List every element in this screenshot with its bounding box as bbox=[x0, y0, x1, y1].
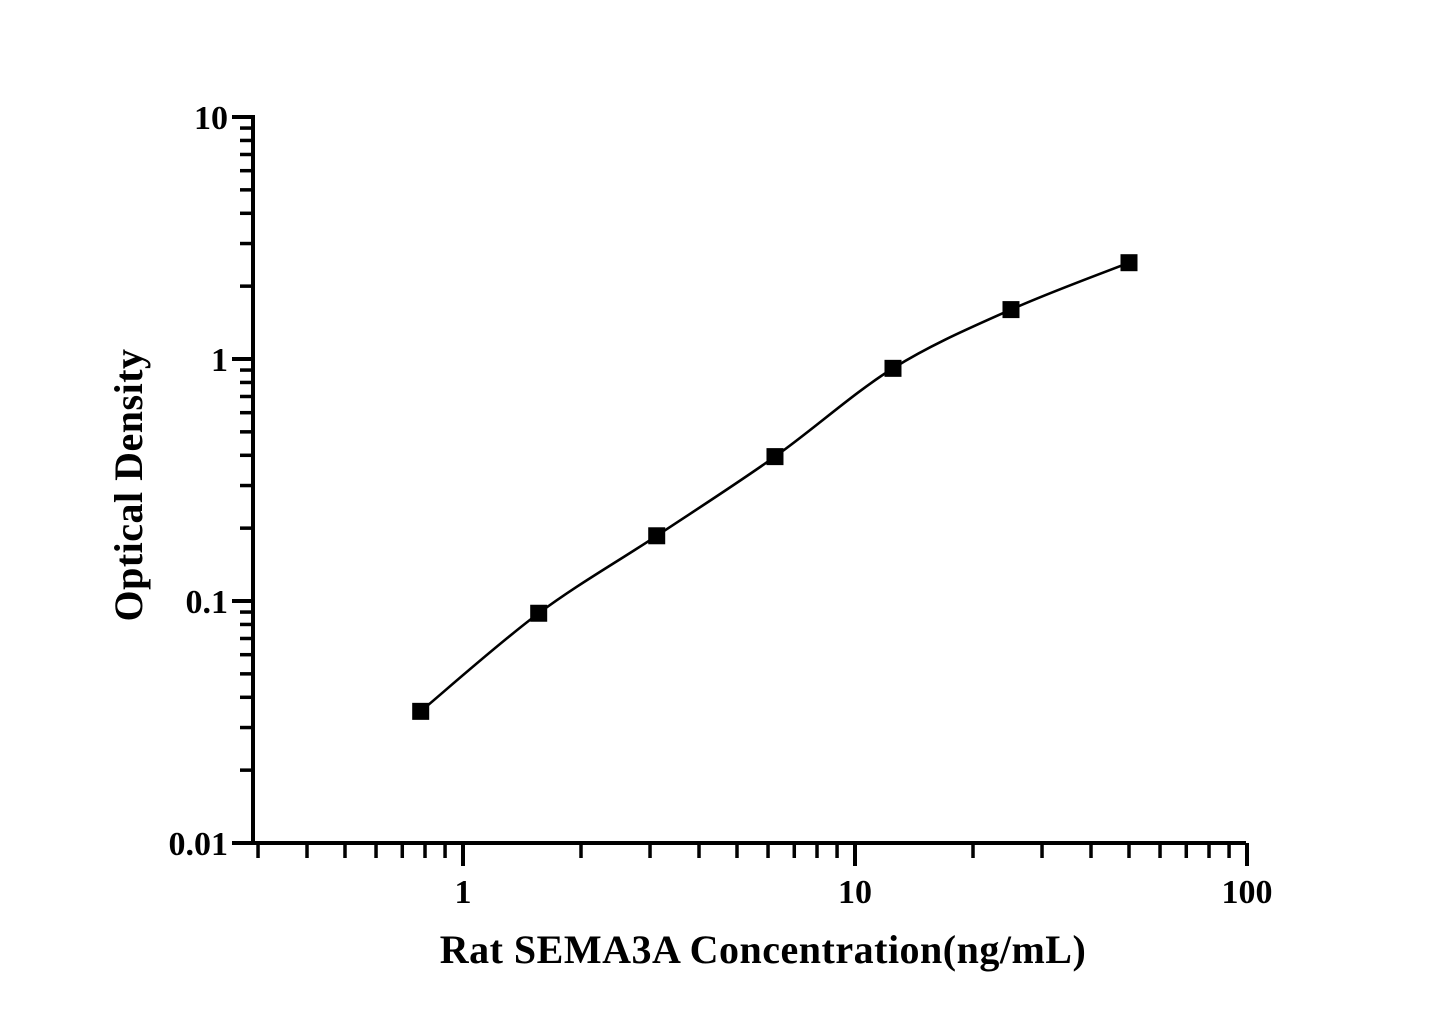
y-axis-title: Optical Density bbox=[106, 348, 151, 621]
y-axis-ticks bbox=[232, 115, 253, 845]
y-tick-label: 0.1 bbox=[186, 584, 229, 621]
data-point-marker: 0.78 ng/mL, OD 0.035 bbox=[412, 702, 430, 720]
data-markers: 0.78 ng/mL, OD 0.035 1.56 ng/mL, OD 0.089… bbox=[412, 254, 1138, 720]
x-tick-label: 10 bbox=[838, 874, 872, 911]
data-point-marker: 3.12 ng/mL, OD 0.186 bbox=[648, 527, 666, 545]
data-point-marker: 6.25 ng/mL, OD 0.395 bbox=[766, 448, 784, 466]
x-axis-tick-labels: 1 10 100 bbox=[455, 874, 1273, 911]
x-tick-label: 1 bbox=[455, 874, 472, 911]
x-axis-ticks bbox=[256, 843, 1249, 866]
data-point-marker: 25 ng/mL, OD 1.6 bbox=[1002, 301, 1020, 319]
y-axis-tick-labels: 10 1 0.1 0.01 bbox=[169, 100, 229, 863]
x-axis-title: Rat SEMA3A Concentration(ng/mL) bbox=[440, 927, 1087, 972]
y-tick-label: 0.01 bbox=[169, 826, 229, 863]
y-tick-label: 1 bbox=[211, 342, 228, 379]
data-point-marker: 50 ng/mL, OD 2.5 bbox=[1120, 254, 1138, 272]
data-point-marker: 12.5 ng/mL, OD 0.915 bbox=[884, 359, 902, 377]
x-tick-label: 100 bbox=[1222, 874, 1273, 911]
data-point-marker: 1.56 ng/mL, OD 0.089 bbox=[530, 604, 548, 622]
axis-lines bbox=[245, 115, 1246, 845]
data-curve bbox=[419, 261, 1131, 713]
y-tick-label: 10 bbox=[194, 100, 228, 137]
